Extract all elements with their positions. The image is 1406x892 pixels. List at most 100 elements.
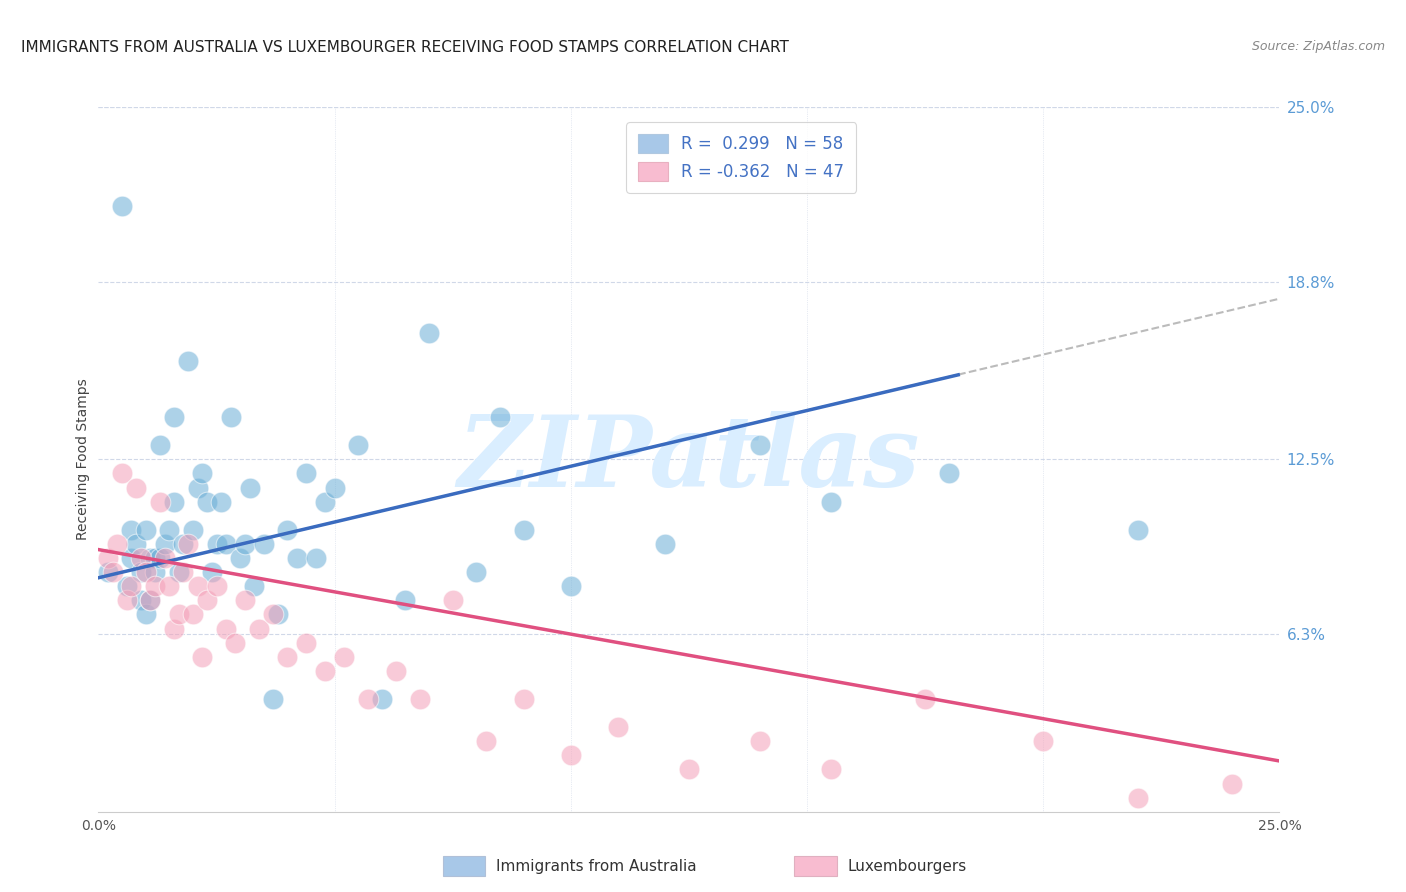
- Point: [129, 565, 152, 579]
- Point: [121, 523, 143, 537]
- Point: [187, 481, 209, 495]
- Point: [111, 467, 134, 481]
- Point: [914, 692, 936, 706]
- Point: [143, 579, 166, 593]
- Point: [678, 763, 700, 777]
- Point: [191, 467, 214, 481]
- Point: [938, 467, 960, 481]
- Point: [560, 579, 582, 593]
- Point: [243, 579, 266, 593]
- Point: [115, 593, 138, 607]
- Point: [323, 481, 346, 495]
- Point: [1126, 523, 1149, 537]
- Point: [394, 593, 416, 607]
- Point: [748, 438, 770, 452]
- Point: [512, 523, 534, 537]
- Point: [153, 537, 176, 551]
- Point: [177, 537, 200, 551]
- Point: [441, 593, 464, 607]
- Point: [371, 692, 394, 706]
- Point: [181, 607, 204, 622]
- Point: [247, 622, 270, 636]
- Point: [101, 565, 124, 579]
- Point: [129, 593, 152, 607]
- Point: [97, 565, 120, 579]
- Point: [143, 551, 166, 566]
- Y-axis label: Receiving Food Stamps: Receiving Food Stamps: [76, 378, 90, 541]
- Point: [239, 481, 262, 495]
- Text: Source: ZipAtlas.com: Source: ZipAtlas.com: [1251, 40, 1385, 54]
- Point: [285, 551, 308, 566]
- Point: [512, 692, 534, 706]
- Point: [153, 551, 176, 566]
- Point: [121, 579, 143, 593]
- Point: [181, 523, 204, 537]
- Point: [314, 664, 336, 678]
- Point: [125, 481, 148, 495]
- Point: [195, 494, 218, 508]
- Point: [149, 438, 172, 452]
- Point: [111, 199, 134, 213]
- Point: [129, 551, 152, 566]
- Point: [276, 649, 298, 664]
- Point: [276, 523, 298, 537]
- Point: [205, 537, 228, 551]
- Point: [163, 494, 186, 508]
- Point: [748, 734, 770, 748]
- Point: [105, 537, 128, 551]
- Text: IMMIGRANTS FROM AUSTRALIA VS LUXEMBOURGER RECEIVING FOOD STAMPS CORRELATION CHAR: IMMIGRANTS FROM AUSTRALIA VS LUXEMBOURGE…: [21, 40, 789, 55]
- Point: [163, 622, 186, 636]
- Point: [1032, 734, 1054, 748]
- Point: [167, 607, 190, 622]
- Point: [357, 692, 380, 706]
- Point: [418, 326, 440, 340]
- Point: [139, 593, 162, 607]
- Point: [157, 523, 180, 537]
- Point: [267, 607, 290, 622]
- Point: [607, 720, 630, 734]
- Point: [489, 410, 512, 425]
- Point: [465, 565, 488, 579]
- Point: [135, 565, 157, 579]
- Point: [172, 565, 194, 579]
- Point: [157, 579, 180, 593]
- Point: [125, 537, 148, 551]
- Point: [195, 593, 218, 607]
- Point: [820, 494, 842, 508]
- Point: [1126, 790, 1149, 805]
- Point: [295, 635, 318, 649]
- Point: [149, 494, 172, 508]
- Point: [560, 748, 582, 763]
- Point: [209, 494, 232, 508]
- Point: [149, 551, 172, 566]
- Point: [97, 551, 120, 566]
- Point: [233, 593, 256, 607]
- Point: [295, 467, 318, 481]
- Legend: R =  0.299   N = 58, R = -0.362   N = 47: R = 0.299 N = 58, R = -0.362 N = 47: [627, 122, 856, 193]
- Point: [347, 438, 370, 452]
- Point: [215, 537, 238, 551]
- Point: [654, 537, 676, 551]
- Point: [229, 551, 252, 566]
- Point: [163, 410, 186, 425]
- Point: [215, 622, 238, 636]
- Point: [143, 565, 166, 579]
- Point: [262, 692, 284, 706]
- Point: [305, 551, 328, 566]
- Point: [314, 494, 336, 508]
- Point: [475, 734, 498, 748]
- Point: [167, 565, 190, 579]
- Point: [135, 523, 157, 537]
- Point: [262, 607, 284, 622]
- Point: [201, 565, 224, 579]
- Point: [408, 692, 430, 706]
- Point: [177, 353, 200, 368]
- Text: ZIPatlas: ZIPatlas: [458, 411, 920, 508]
- Point: [233, 537, 256, 551]
- Text: Immigrants from Australia: Immigrants from Australia: [496, 859, 697, 873]
- Point: [115, 579, 138, 593]
- Point: [121, 551, 143, 566]
- Point: [219, 410, 242, 425]
- Point: [172, 537, 194, 551]
- Point: [333, 649, 356, 664]
